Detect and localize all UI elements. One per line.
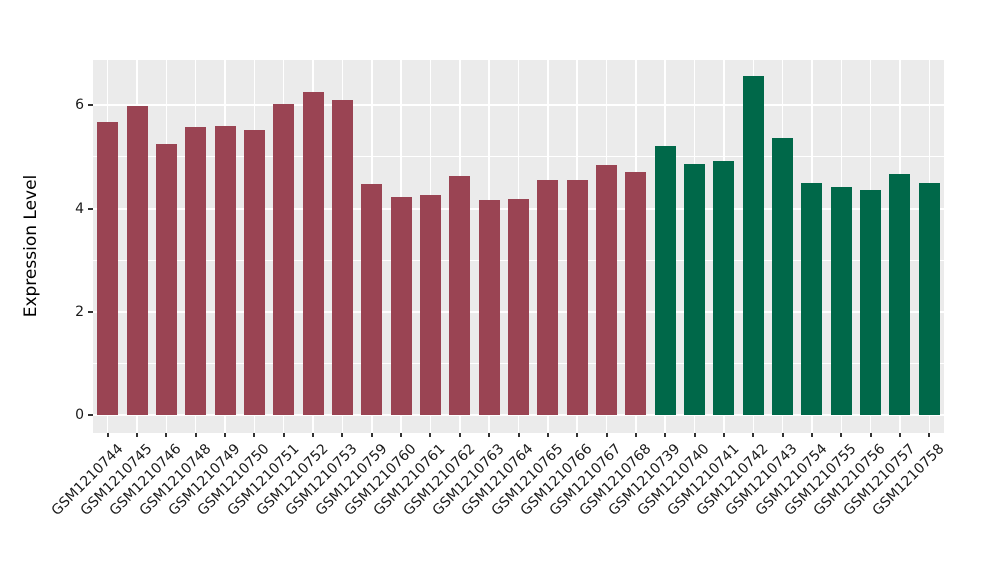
bar-GSM1210751 — [273, 104, 295, 415]
x-tick-mark — [165, 433, 168, 437]
bar-GSM1210756 — [860, 190, 882, 415]
bar-GSM1210766 — [566, 179, 588, 415]
x-tick-mark — [488, 433, 491, 437]
bar-GSM1210742 — [742, 75, 764, 415]
x-tick-mark — [400, 433, 403, 437]
bar-GSM1210765 — [537, 179, 559, 415]
x-tick-mark — [810, 433, 813, 437]
bar-GSM1210761 — [419, 194, 441, 415]
bar-GSM1210760 — [390, 197, 412, 415]
y-tick-mark — [88, 310, 93, 313]
y-tick-mark — [88, 104, 93, 107]
bar-GSM1210743 — [772, 138, 794, 415]
y-tick-mark — [88, 413, 93, 416]
bar-GSM1210755 — [830, 187, 852, 415]
x-tick-mark — [224, 433, 227, 437]
x-tick-mark — [136, 433, 139, 437]
bar-GSM1210762 — [449, 175, 471, 415]
y-tick-mark — [88, 207, 93, 210]
x-tick-mark — [781, 433, 784, 437]
bar-GSM1210764 — [508, 199, 529, 415]
x-tick-mark — [341, 433, 344, 437]
bar-GSM1210749 — [214, 125, 236, 415]
y-tick-label: 4 — [75, 200, 84, 217]
x-tick-mark — [106, 433, 109, 437]
bar-GSM1210745 — [126, 105, 148, 415]
y-tick-label: 6 — [75, 97, 84, 114]
bar-GSM1210739 — [654, 146, 676, 415]
x-tick-mark — [517, 433, 520, 437]
x-tick-mark — [869, 433, 872, 437]
bar-GSM1210753 — [331, 99, 353, 415]
bar-GSM1210748 — [185, 126, 207, 415]
x-tick-mark — [605, 433, 608, 437]
bar-GSM1210740 — [684, 163, 706, 415]
y-tick-label: 0 — [75, 406, 84, 423]
x-tick-mark — [194, 433, 197, 437]
bar-GSM1210759 — [361, 183, 383, 415]
x-tick-mark — [312, 433, 315, 437]
bar-GSM1210763 — [478, 200, 500, 415]
bar-GSM1210757 — [889, 174, 911, 415]
x-tick-mark — [693, 433, 696, 437]
x-tick-mark — [429, 433, 432, 437]
x-tick-mark — [546, 433, 549, 437]
bar-GSM1210746 — [155, 144, 177, 415]
x-tick-mark — [370, 433, 373, 437]
bar-GSM1210752 — [302, 91, 324, 415]
x-tick-mark — [928, 433, 931, 437]
x-tick-mark — [634, 433, 637, 437]
bar-GSM1210758 — [918, 182, 940, 415]
x-tick-mark — [840, 433, 843, 437]
x-tick-mark — [898, 433, 901, 437]
x-tick-mark — [253, 433, 256, 437]
x-tick-mark — [282, 433, 285, 437]
bar-GSM1210767 — [596, 165, 618, 415]
x-tick-mark — [664, 433, 667, 437]
x-tick-mark — [752, 433, 755, 437]
bar-GSM1210744 — [97, 122, 119, 415]
x-tick-mark — [458, 433, 461, 437]
y-axis-title: Expression Level — [21, 174, 41, 318]
bar-GSM1210750 — [243, 129, 265, 415]
y-tick-label: 2 — [75, 303, 84, 320]
bar-GSM1210754 — [801, 182, 823, 415]
bar-GSM1210741 — [713, 160, 735, 415]
x-tick-mark — [722, 433, 725, 437]
bar-GSM1210768 — [625, 171, 647, 415]
plot-panel — [93, 60, 944, 433]
x-tick-mark — [576, 433, 579, 437]
